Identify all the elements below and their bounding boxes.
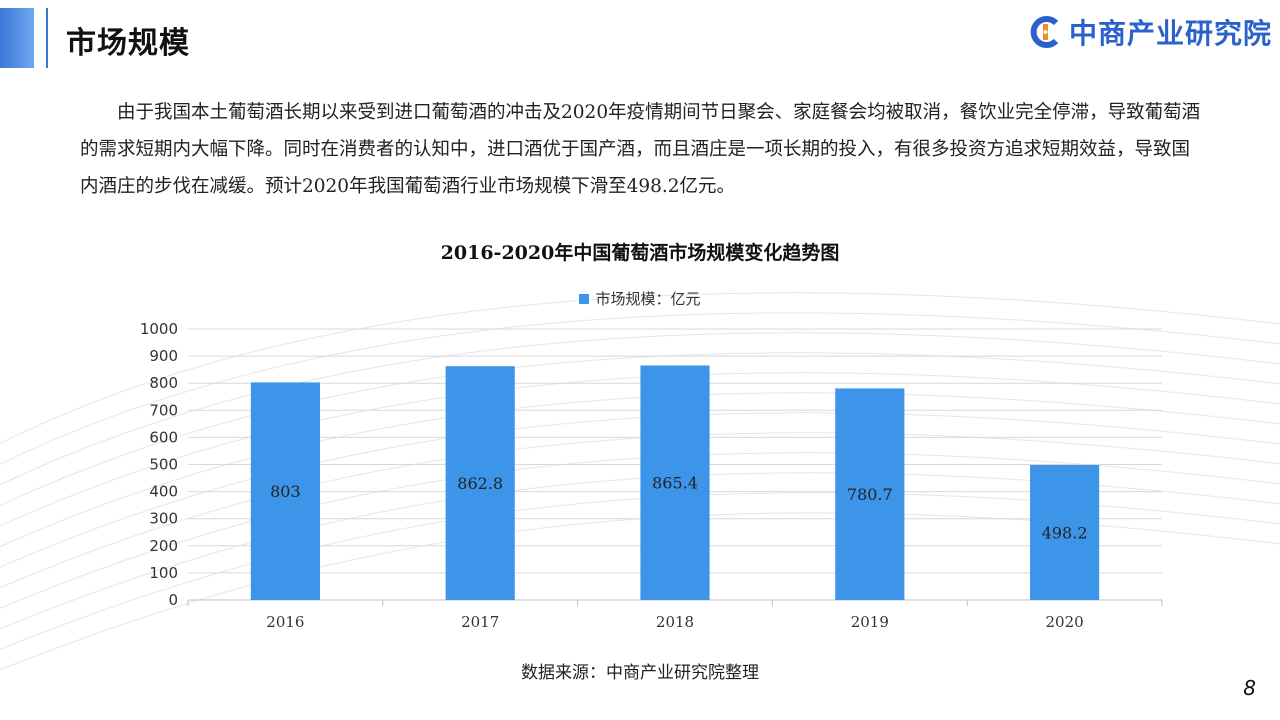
bar — [835, 388, 905, 600]
legend-swatch — [579, 293, 590, 304]
page-number: 8 — [1243, 676, 1256, 700]
y-tick-label: 400 — [149, 483, 178, 501]
bar-data-label: 780.7 — [847, 485, 893, 504]
y-tick-label: 600 — [149, 428, 178, 446]
y-tick-label: 900 — [149, 347, 178, 365]
chart-legend: 市场规模：亿元 — [0, 288, 1280, 309]
bar-data-label: 862.8 — [457, 474, 503, 493]
header-accent-line — [46, 8, 48, 68]
body-paragraph: 由于我国本土葡萄酒长期以来受到进口葡萄酒的冲击及2020年疫情期间节日聚会、家庭… — [80, 102, 1201, 197]
chart-title: 2016-2020年中国葡萄酒市场规模变化趋势图 — [440, 242, 840, 264]
company-logo: 中商产业研究院 — [1029, 12, 1272, 52]
bar-data-label: 865.4 — [652, 474, 698, 493]
y-tick-label: 800 — [149, 374, 178, 392]
x-tick-label: 2019 — [851, 613, 889, 631]
x-tick-label: 2016 — [266, 613, 304, 631]
y-tick-label: 300 — [149, 510, 178, 528]
x-tick-label: 2018 — [656, 613, 694, 631]
bar — [640, 365, 710, 600]
y-tick-label: 100 — [149, 564, 178, 582]
bar-data-label: 498.2 — [1042, 523, 1088, 542]
bar — [250, 382, 320, 600]
y-tick-label: 200 — [149, 537, 178, 555]
x-tick-label: 2017 — [461, 613, 499, 631]
legend-label: 市场规模：亿元 — [595, 290, 701, 308]
y-tick-label: 1000 — [140, 320, 178, 338]
bar — [445, 366, 515, 600]
bar — [1030, 464, 1100, 600]
data-source-note: 数据来源：中商产业研究院整理 — [521, 663, 759, 683]
y-tick-label: 0 — [168, 591, 178, 609]
y-tick-label: 500 — [149, 456, 178, 474]
logo-text: 中商产业研究院 — [1068, 17, 1272, 50]
x-tick-label: 2020 — [1046, 613, 1084, 631]
logo-c-icon — [1030, 16, 1059, 48]
bar-data-label: 803 — [270, 482, 301, 501]
header-accent-bar — [0, 8, 34, 68]
page-title: 市场规模 — [66, 26, 190, 61]
y-tick-label: 700 — [149, 401, 178, 419]
